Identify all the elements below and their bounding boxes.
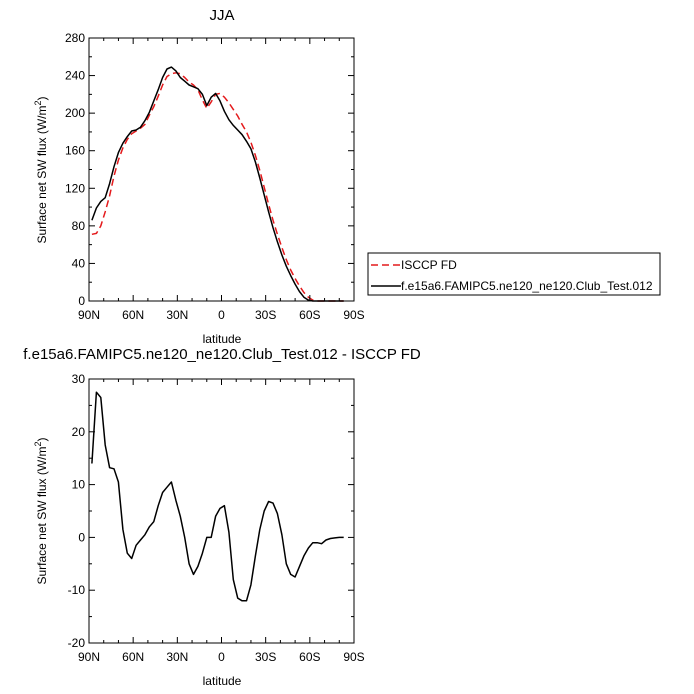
bottom-panel-ticks: 90N 60N 30N 0 30S 60S 90S -20 -10 0 10 20 30 bbox=[68, 372, 365, 664]
legend-box bbox=[367, 252, 661, 296]
top-ytick-label: 240 bbox=[65, 69, 85, 83]
top-panel-frame bbox=[88, 37, 355, 302]
bottom-xtick-label: 0 bbox=[218, 650, 225, 664]
bottom-panel-frame bbox=[88, 378, 355, 644]
bottom-panel-series bbox=[91, 391, 344, 602]
top-series-line-0 bbox=[91, 72, 344, 302]
top-xtick-label: 30N bbox=[166, 308, 188, 322]
bottom-xtick-label: 90S bbox=[343, 650, 364, 664]
top-xtick-label: 90S bbox=[343, 308, 364, 322]
top-panel-series bbox=[91, 66, 344, 302]
top-panel-xlabel: latitude bbox=[203, 332, 242, 346]
top-panel: JJA 90N 60N 30N 0 30S 60S 90S 0 40 80 120 160 200 240… bbox=[33, 7, 365, 346]
bottom-xtick-label: 60S bbox=[299, 650, 320, 664]
bottom-ytick-label: -10 bbox=[68, 583, 86, 597]
top-ytick-label: 0 bbox=[78, 294, 85, 308]
bottom-ytick-label: 10 bbox=[72, 478, 86, 492]
legend-label-isccp: ISCCP FD bbox=[401, 258, 457, 272]
bottom-xtick-label: 60N bbox=[122, 650, 144, 664]
bottom-ytick-label: 20 bbox=[72, 425, 86, 439]
bottom-series-line-0 bbox=[91, 391, 344, 602]
top-ytick-label: 120 bbox=[65, 181, 85, 195]
top-xtick-label: 60S bbox=[299, 308, 320, 322]
bottom-ytick-label: 0 bbox=[78, 530, 85, 544]
top-xtick-label: 90N bbox=[78, 308, 100, 322]
top-ytick-label: 40 bbox=[72, 256, 86, 270]
bottom-xtick-label: 30N bbox=[166, 650, 188, 664]
top-ytick-label: 280 bbox=[65, 31, 85, 45]
top-xtick-label: 60N bbox=[122, 308, 144, 322]
bottom-panel-title: f.e15a6.FAMIPC5.ne120_ne120.Club_Test.01… bbox=[23, 346, 421, 363]
top-ytick-label: 80 bbox=[72, 219, 86, 233]
bottom-ytick-label: 30 bbox=[72, 372, 86, 386]
top-ytick-label: 200 bbox=[65, 106, 85, 120]
bottom-xtick-label: 30S bbox=[255, 650, 276, 664]
top-panel-ticks: 90N 60N 30N 0 30S 60S 90S 0 40 80 120 160 200 240 280 bbox=[65, 31, 365, 322]
bottom-xtick-label: 90N bbox=[78, 650, 100, 664]
top-panel-ylabel: Surface net SW flux (W/m2) bbox=[33, 96, 49, 243]
legend: ISCCP FD f.e15a6.FAMIPC5.ne120_ne120.Clu… bbox=[367, 252, 661, 296]
bottom-panel: f.e15a6.FAMIPC5.ne120_ne120.Club_Test.01… bbox=[23, 346, 421, 688]
bottom-panel-xlabel: latitude bbox=[203, 674, 242, 688]
bottom-ytick-label: -20 bbox=[68, 636, 86, 650]
top-xtick-label: 0 bbox=[218, 308, 225, 322]
top-xtick-label: 30S bbox=[255, 308, 276, 322]
legend-label-model: f.e15a6.FAMIPC5.ne120_ne120.Club_Test.01… bbox=[401, 279, 653, 293]
top-ytick-label: 160 bbox=[65, 144, 85, 158]
top-series-line-1 bbox=[91, 66, 344, 302]
bottom-panel-ylabel: Surface net SW flux (W/m2) bbox=[33, 437, 49, 584]
top-panel-title: JJA bbox=[209, 7, 234, 24]
